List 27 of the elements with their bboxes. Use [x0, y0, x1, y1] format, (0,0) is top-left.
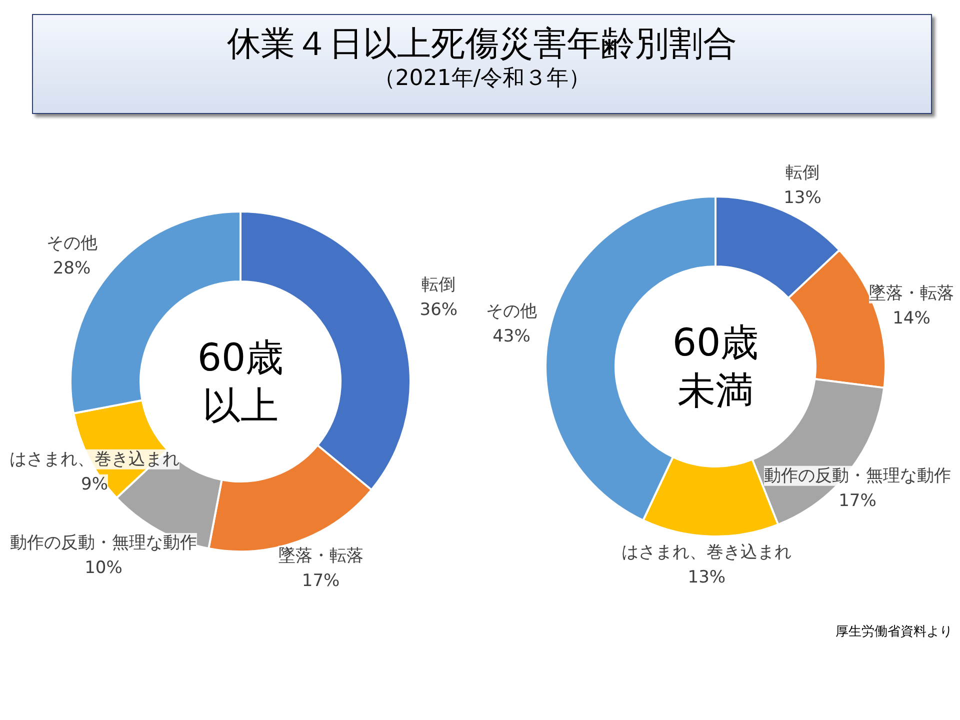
- data-label: 9%: [81, 474, 108, 494]
- slice-label: 転倒: [422, 275, 456, 296]
- chart-title: 休業４日以上死傷災害年齢別割合: [227, 23, 737, 65]
- text: 以上: [202, 384, 278, 428]
- data-label: 14%: [892, 308, 930, 328]
- data-label: 43%: [492, 326, 530, 346]
- data-label: 13%: [688, 567, 726, 588]
- slice-label: 墜落・転落: [869, 283, 954, 304]
- data-label: 36%: [420, 300, 458, 320]
- slice-label: 動作の反動・無理な動作: [764, 466, 951, 486]
- slice-label: はさまれ、巻き込まれ: [622, 542, 792, 562]
- text: 60歳: [197, 336, 284, 380]
- slice-label: 墜落・転落: [278, 546, 364, 566]
- text: 60歳: [672, 320, 759, 364]
- data-label: 17%: [838, 490, 876, 511]
- slice-label: その他: [486, 301, 537, 322]
- data-label: 13%: [784, 188, 822, 208]
- data-label: 17%: [302, 570, 340, 591]
- chart-subtitle: （2021年/令和３年）: [372, 65, 592, 93]
- slice-label: 動作の反動・無理な動作: [10, 533, 197, 554]
- text: 未満: [678, 368, 754, 412]
- data-label: 28%: [52, 258, 91, 278]
- slice-label: 転倒: [785, 162, 820, 183]
- text: 厚生労働省資料より: [836, 624, 952, 640]
- data-label: 10%: [84, 558, 122, 578]
- slice-label: その他: [46, 233, 98, 254]
- slice-label: はさまれ、巻き込まれ: [10, 449, 180, 470]
